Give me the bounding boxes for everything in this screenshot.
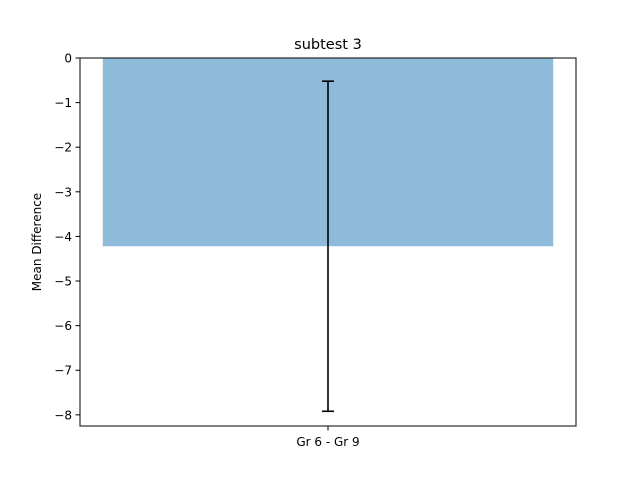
y-tick-label: −5 bbox=[54, 275, 72, 289]
y-axis: 0 −1 −2 −3 −4 −5 −6 −7 −8 bbox=[54, 52, 80, 422]
x-axis: Gr 6 - Gr 9 bbox=[296, 426, 360, 449]
y-tick-label: −1 bbox=[54, 96, 72, 110]
y-axis-label: Mean Difference bbox=[30, 193, 44, 291]
y-tick-label: −3 bbox=[54, 185, 72, 199]
y-tick-label: −7 bbox=[54, 364, 72, 378]
y-tick-label: −6 bbox=[54, 319, 72, 333]
y-tick-label: −2 bbox=[54, 141, 72, 155]
x-tick-label: Gr 6 - Gr 9 bbox=[296, 435, 359, 449]
y-tick-label: −8 bbox=[54, 408, 72, 422]
chart-title: subtest 3 bbox=[294, 37, 362, 53]
y-tick-label: 0 bbox=[64, 52, 72, 66]
error-bar-layer bbox=[322, 80, 334, 413]
y-tick-label: −4 bbox=[54, 230, 72, 244]
